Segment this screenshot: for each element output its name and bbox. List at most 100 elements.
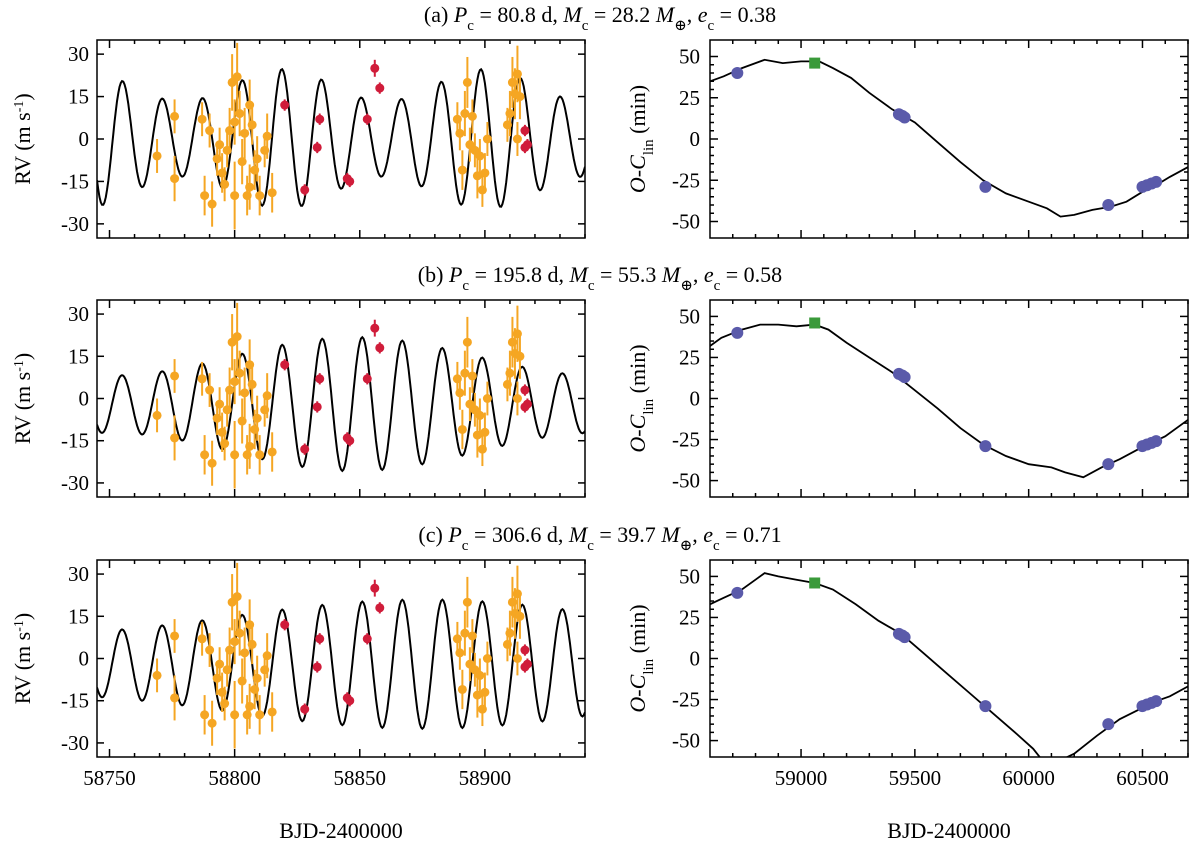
rv-marker (462, 597, 472, 607)
rv-point-red (520, 644, 530, 656)
rv-point-orange (225, 367, 235, 413)
rv-marker (197, 114, 207, 124)
rv-marker (232, 332, 242, 342)
rv-marker (215, 399, 225, 409)
rv-marker (205, 645, 215, 655)
rv-marker (520, 645, 530, 655)
rv-point-orange (232, 42, 242, 111)
rv-point-red (280, 359, 290, 371)
rv-marker (345, 696, 355, 706)
rv-point-orange (247, 624, 257, 665)
ttv-ytick-label: -25 (672, 688, 700, 712)
panel-c: (c) Pc = 306.6 d, Mc = 39.7 M⊕, ec = 0.7… (10, 522, 1189, 790)
rv-marker (207, 199, 217, 209)
rv-point-orange (482, 641, 492, 676)
rv-marker (482, 394, 492, 403)
rv-point-orange (205, 373, 215, 407)
ttv-square-point (809, 317, 821, 329)
rv-marker (472, 430, 482, 440)
rv-point-orange (460, 350, 470, 396)
rv-point-orange (237, 658, 247, 704)
rv-xtick-label: 58900 (459, 766, 512, 790)
rv-point-red (375, 82, 385, 94)
rv-point-red (362, 633, 372, 645)
rv-marker (300, 185, 310, 195)
rv-marker (152, 670, 162, 680)
rv-panel: 30 15 0 -15 -30 RV (m s-1) (10, 299, 586, 498)
ttv-panel: 50 25 0 -25 -50 59000 59500 60000 60500 O-Clin (m… (625, 559, 1189, 790)
rv-ytick-label: -15 (61, 429, 89, 453)
rv-marker (247, 379, 257, 389)
rv-ytick-label: 30 (68, 562, 89, 586)
rv-ytick-label: 15 (68, 344, 89, 368)
rv-point-orange (482, 122, 492, 156)
rv-point-orange (197, 361, 207, 396)
rv-marker (475, 410, 485, 420)
rv-point-orange (475, 658, 485, 693)
rv-point-orange (467, 99, 477, 134)
ttv-point (1150, 695, 1163, 708)
ttv-point (898, 631, 911, 644)
ttv-ytick-label: 25 (679, 605, 700, 629)
rv-marker (455, 648, 465, 658)
rv-marker (515, 611, 525, 621)
rv-xtick-label: 58750 (83, 766, 136, 790)
rv-point-orange (152, 658, 162, 693)
ttv-ytick-label: 50 (679, 45, 700, 69)
rv-marker (515, 351, 525, 361)
rv-ylabel: RV (m s-1) (10, 613, 35, 704)
ttv-point (979, 180, 992, 193)
panel-a: (a) Pc = 80.8 d, Mc = 28.2 M⊕, ec = 0.38… (10, 2, 1189, 239)
rv-point-orange (197, 621, 207, 656)
rv-point-red (345, 695, 355, 707)
rv-marker (522, 659, 532, 669)
rv-ytick-label: 30 (68, 42, 89, 66)
rv-ytick-label: 30 (68, 302, 89, 326)
ttv-square-point (809, 57, 821, 69)
rv-model-curve (97, 335, 585, 473)
rv-ytick-label: 15 (68, 604, 89, 628)
rv-point-orange (207, 181, 217, 227)
ttv-point (898, 371, 911, 384)
rv-ytick-label: 0 (79, 127, 90, 151)
rv-point-orange (152, 398, 162, 433)
rv-marker (280, 620, 290, 630)
rv-marker (460, 368, 470, 378)
rv-point-orange (472, 153, 482, 199)
rv-point-orange (230, 681, 240, 749)
rv-point-red (315, 633, 325, 645)
ttv-frame (709, 299, 1189, 498)
rv-point-red (370, 319, 380, 337)
rv-marker (255, 191, 265, 201)
rv-xtick-label: 58850 (334, 766, 387, 790)
rv-point-orange (475, 139, 485, 173)
rv-xlabel: BJD-2400000 (279, 818, 402, 843)
ttv-model-curve (710, 572, 1188, 757)
rv-marker (370, 63, 380, 73)
rv-point-red (520, 124, 530, 137)
rv-point-orange (472, 672, 482, 718)
ttv-xtick-label: 60000 (1002, 766, 1055, 790)
rv-point-orange (460, 90, 470, 137)
ttv-ytick-label: -25 (672, 168, 700, 192)
rv-marker (247, 639, 257, 649)
rv-point-orange (207, 700, 217, 746)
rv-marker (252, 673, 262, 683)
rv-marker (170, 693, 180, 703)
rv-marker (235, 628, 245, 638)
rv-point-orange (245, 683, 255, 729)
ttv-panel: 50 25 0 -25 -50 O-Clin (min) (625, 39, 1189, 239)
ttv-ytick-label: 25 (679, 86, 700, 110)
rv-point-orange (240, 627, 250, 679)
rv-marker (220, 699, 230, 709)
rv-marker (480, 168, 490, 178)
panel-title: (c) Pc = 306.6 d, Mc = 39.7 M⊕, ec = 0.7… (418, 522, 781, 554)
rv-marker (197, 634, 207, 644)
rv-point-red (375, 602, 385, 614)
rv-marker (200, 710, 210, 720)
rv-ytick-label: 0 (79, 387, 90, 411)
ttv-ylabel: O-Clin (min) (625, 344, 657, 452)
rv-point-orange (230, 421, 240, 489)
ttv-point (731, 586, 744, 599)
ttv-xlabel: BJD-2400000 (887, 818, 1010, 843)
